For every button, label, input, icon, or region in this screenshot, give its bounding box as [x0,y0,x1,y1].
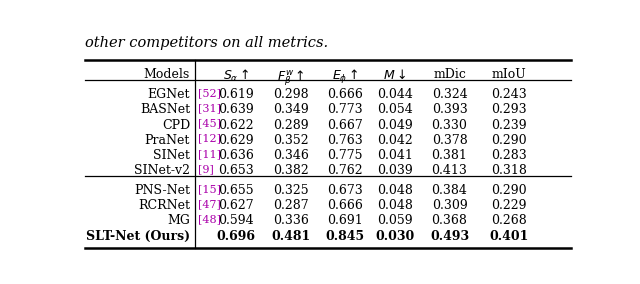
Text: 0.229: 0.229 [492,199,527,212]
Text: 0.594: 0.594 [218,214,254,227]
Text: 0.629: 0.629 [218,134,254,147]
Text: 0.627: 0.627 [218,199,254,212]
Text: 0.048: 0.048 [377,199,413,212]
Text: 0.290: 0.290 [492,134,527,147]
Text: 0.054: 0.054 [377,103,413,116]
Text: $S_{\alpha}\uparrow$: $S_{\alpha}\uparrow$ [223,68,250,84]
Text: 0.667: 0.667 [328,119,364,131]
Text: [45]: [45] [198,119,221,129]
Text: 0.239: 0.239 [492,119,527,131]
Text: 0.268: 0.268 [491,214,527,227]
Text: 0.762: 0.762 [328,164,363,177]
Text: [52]: [52] [198,88,221,98]
Text: 0.691: 0.691 [328,214,364,227]
Text: 0.393: 0.393 [431,103,467,116]
Text: [9]: [9] [198,164,213,174]
Text: $F_{\beta}^{w}\uparrow$: $F_{\beta}^{w}\uparrow$ [277,68,305,87]
Text: $M\downarrow$: $M\downarrow$ [383,68,406,82]
Text: RCRNet: RCRNet [138,199,190,212]
Text: MG: MG [167,214,190,227]
Text: 0.030: 0.030 [375,229,415,243]
Text: 0.349: 0.349 [273,103,308,116]
Text: PraNet: PraNet [145,134,190,147]
Text: [47]: [47] [198,199,220,209]
Text: 0.042: 0.042 [377,134,413,147]
Text: 0.048: 0.048 [377,184,413,197]
Text: 0.481: 0.481 [271,229,310,243]
Text: 0.653: 0.653 [218,164,254,177]
Text: 0.619: 0.619 [218,88,254,101]
Text: 0.336: 0.336 [273,214,308,227]
Text: BASNet: BASNet [140,103,190,116]
Text: 0.666: 0.666 [328,88,364,101]
Text: 0.044: 0.044 [377,88,413,101]
Text: 0.325: 0.325 [273,184,308,197]
Text: mDic: mDic [433,68,466,81]
Text: EGNet: EGNet [148,88,190,101]
Text: Models: Models [143,68,190,81]
Text: 0.352: 0.352 [273,134,308,147]
Text: 0.298: 0.298 [273,88,308,101]
Text: 0.287: 0.287 [273,199,308,212]
Text: 0.330: 0.330 [431,119,467,131]
Text: 0.775: 0.775 [328,149,363,162]
Text: CPD: CPD [162,119,190,131]
Text: 0.493: 0.493 [430,229,469,243]
Text: other competitors on all metrics.: other competitors on all metrics. [85,36,328,50]
Text: SINet-v2: SINet-v2 [134,164,190,177]
Text: [11]: [11] [198,149,221,159]
Text: 0.763: 0.763 [328,134,364,147]
Text: 0.655: 0.655 [218,184,254,197]
Text: 0.041: 0.041 [377,149,413,162]
Text: 0.413: 0.413 [431,164,467,177]
Text: [31]: [31] [198,103,221,114]
Text: 0.666: 0.666 [328,199,364,212]
Text: 0.293: 0.293 [492,103,527,116]
Text: 0.636: 0.636 [218,149,254,162]
Text: 0.696: 0.696 [217,229,256,243]
Text: [15]: [15] [198,184,221,194]
Text: 0.378: 0.378 [431,134,467,147]
Text: 0.622: 0.622 [218,119,254,131]
Text: 0.384: 0.384 [431,184,467,197]
Text: [48]: [48] [198,214,221,224]
Text: 0.382: 0.382 [273,164,308,177]
Text: SINet: SINet [153,149,190,162]
Text: 0.346: 0.346 [273,149,308,162]
Text: 0.845: 0.845 [326,229,365,243]
Text: 0.639: 0.639 [218,103,254,116]
Text: 0.324: 0.324 [431,88,467,101]
Text: 0.368: 0.368 [431,214,467,227]
Text: 0.773: 0.773 [328,103,363,116]
Text: 0.318: 0.318 [491,164,527,177]
Text: [12]: [12] [198,134,221,144]
Text: mIoU: mIoU [492,68,527,81]
Text: $E_{\phi}\uparrow$: $E_{\phi}\uparrow$ [332,68,358,86]
Text: 0.049: 0.049 [377,119,413,131]
Text: 0.289: 0.289 [273,119,308,131]
Text: 0.381: 0.381 [431,149,467,162]
Text: 0.401: 0.401 [490,229,529,243]
Text: 0.673: 0.673 [328,184,364,197]
Text: 0.290: 0.290 [492,184,527,197]
Text: 0.283: 0.283 [491,149,527,162]
Text: 0.243: 0.243 [491,88,527,101]
Text: PNS-Net: PNS-Net [134,184,190,197]
Text: 0.059: 0.059 [377,214,413,227]
Text: SLT-Net (Ours): SLT-Net (Ours) [86,229,190,243]
Text: 0.039: 0.039 [377,164,413,177]
Text: 0.309: 0.309 [431,199,467,212]
